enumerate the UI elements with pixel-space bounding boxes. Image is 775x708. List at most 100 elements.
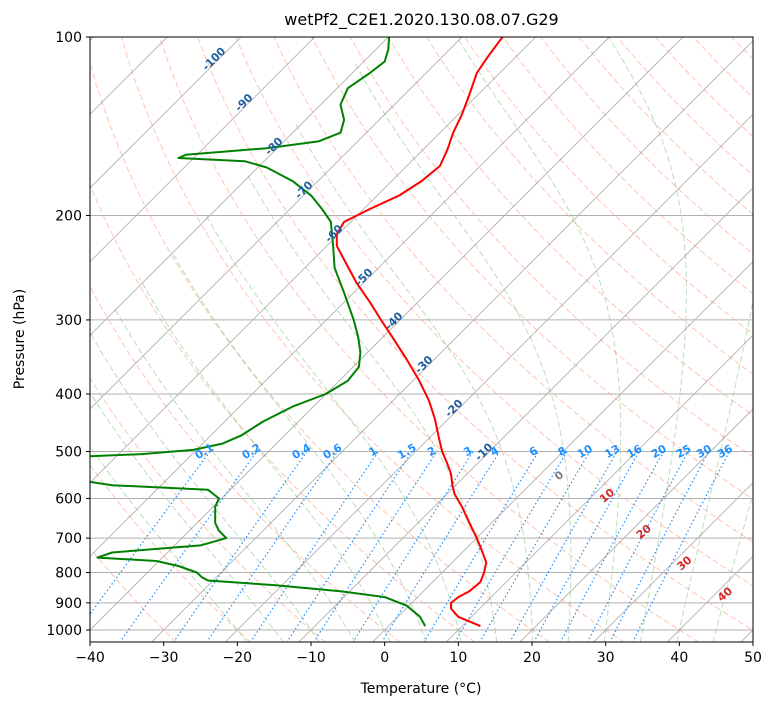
- x-tick-label: 30: [597, 650, 615, 666]
- mixing-ratio-line: [381, 451, 501, 642]
- mixing-ratio-line: [586, 451, 689, 642]
- dry-adiabat: [770, 37, 775, 643]
- dry-adiabat-label: -30: [412, 353, 435, 376]
- dry-adiabat: [90, 464, 252, 642]
- y-tick-label: 400: [55, 387, 82, 403]
- mixing-ratio-label: 25: [674, 442, 694, 461]
- isotherm-line: [90, 37, 537, 484]
- dry-adiabat: [90, 183, 476, 642]
- isotherm-line: [150, 39, 753, 642]
- x-axis: −40 −30 −20 −10 0 10 20 30 40 50: [75, 642, 762, 666]
- x-axis-label: Temperature (°C): [360, 681, 482, 697]
- mixing-ratio-line: [509, 451, 618, 642]
- dry-adiabat: [90, 61, 550, 642]
- y-tick-label: 800: [55, 566, 82, 582]
- dry-adiabat-label: -10: [472, 440, 495, 463]
- y-tick-label: 200: [55, 209, 82, 225]
- dry-adiabat-label: -100: [200, 44, 229, 73]
- isotherm-line: [90, 37, 242, 189]
- mixing-ratio-label: 20: [649, 442, 669, 461]
- dewpoint-line: [90, 37, 427, 627]
- mixing-ratio-line: [249, 451, 379, 642]
- mixing-ratio-label: 36: [715, 442, 735, 461]
- y-tick-label: 300: [55, 313, 82, 329]
- y-tick-label: 700: [55, 531, 82, 547]
- isotherm-line: [519, 408, 753, 642]
- x-tick-label: −40: [75, 650, 105, 666]
- moist-adiabat-label: 40: [715, 584, 735, 604]
- mixing-ratio-line: [206, 451, 339, 642]
- moist-adiabat: [246, 173, 498, 642]
- mixing-ratio-line: [172, 451, 308, 642]
- moist-adiabat: [90, 445, 248, 642]
- moist-adiabat: [608, 37, 687, 642]
- dry-adiabat: [616, 37, 753, 177]
- moist-adiabat: [90, 391, 284, 642]
- x-tick-label: 20: [523, 650, 541, 666]
- isotherm-line: [666, 555, 753, 642]
- x-tick-label: 10: [449, 650, 467, 666]
- moist-adiabat: [171, 251, 427, 642]
- isotherm-line: [90, 37, 463, 410]
- dry-adiabat: [197, 37, 753, 631]
- mixing-ratio-label: 10: [575, 442, 595, 461]
- line-labels: 0.1 0.2 0.4 0.6 1 1.5 2 3 4 6 8 10 13 16 20 25 30 36-100-…: [193, 44, 735, 604]
- x-tick-label: −30: [149, 650, 179, 666]
- mixing-ratio-label: 0.4: [290, 441, 314, 462]
- moist-adiabat-label: 0: [552, 468, 566, 483]
- mixing-ratio-line: [533, 451, 640, 642]
- moist-adiabat: [90, 332, 320, 642]
- dry-adiabat: [349, 37, 753, 458]
- mixing-ratio-label: 0.6: [321, 441, 345, 462]
- background-lines: [90, 37, 775, 643]
- x-tick-label: 50: [744, 650, 762, 666]
- x-tick-label: −10: [296, 650, 326, 666]
- isotherm-line: [90, 37, 316, 263]
- plot-frame: [89, 36, 754, 643]
- isotherm-line: [371, 260, 753, 642]
- dry-adiabat: [273, 37, 753, 543]
- moist-adiabat-label: 30: [674, 553, 694, 573]
- dry-adiabat: [159, 37, 700, 642]
- dry-adiabat: [425, 37, 753, 375]
- chart-title: wetPf2_C2E1.2020.130.08.07.G29: [284, 10, 559, 29]
- dry-adiabat: [464, 37, 753, 335]
- y-tick-label: 1000: [46, 623, 82, 639]
- moist-adiabat: [676, 297, 753, 642]
- moist-adiabat: [294, 123, 533, 642]
- mixing-ratio-line: [559, 451, 665, 642]
- temperature-line: [335, 37, 504, 628]
- isotherm-line: [90, 37, 389, 337]
- dry-adiabat: [235, 37, 753, 587]
- dry-adiabat: [692, 37, 753, 99]
- isotherm-line: [592, 481, 753, 642]
- mixing-ratio-label: 1.5: [395, 441, 418, 462]
- dry-adiabat-label: -80: [262, 135, 285, 158]
- isotherm-line: [224, 113, 753, 642]
- dry-adiabat: [311, 37, 753, 500]
- y-axis-label: Pressure (hPa): [12, 289, 28, 389]
- dry-adiabat: [90, 377, 326, 642]
- moist-adiabat: [205, 215, 462, 642]
- x-tick-label: 40: [670, 650, 688, 666]
- dry-adiabat-label: -50: [352, 266, 375, 289]
- dry-adiabat: [387, 37, 753, 416]
- moist-adiabat: [113, 306, 356, 642]
- isotherm-line: [90, 37, 684, 631]
- y-tick-label: 100: [55, 30, 82, 46]
- dry-adiabat-label: -40: [382, 309, 405, 332]
- mixing-ratio-label: 0.2: [240, 441, 263, 462]
- mixing-ratio-label: 16: [625, 442, 645, 461]
- isotherm-line: [90, 37, 610, 558]
- mixing-ratio-label: 13: [603, 442, 623, 461]
- dry-adiabat: [90, 547, 177, 642]
- mixing-ratio-label: 0.1: [193, 441, 216, 462]
- dry-adiabat: [654, 37, 753, 138]
- dry-adiabat: [120, 37, 625, 642]
- mixing-ratio-line: [90, 451, 211, 616]
- moist-adiabat: [139, 277, 391, 642]
- y-tick-label: 500: [55, 444, 82, 460]
- y-axis: 1000 900 800 700 600 500 400 300 200 100: [46, 30, 90, 639]
- mixing-ratio-label: 30: [694, 442, 714, 461]
- dry-adiabat: [502, 37, 753, 295]
